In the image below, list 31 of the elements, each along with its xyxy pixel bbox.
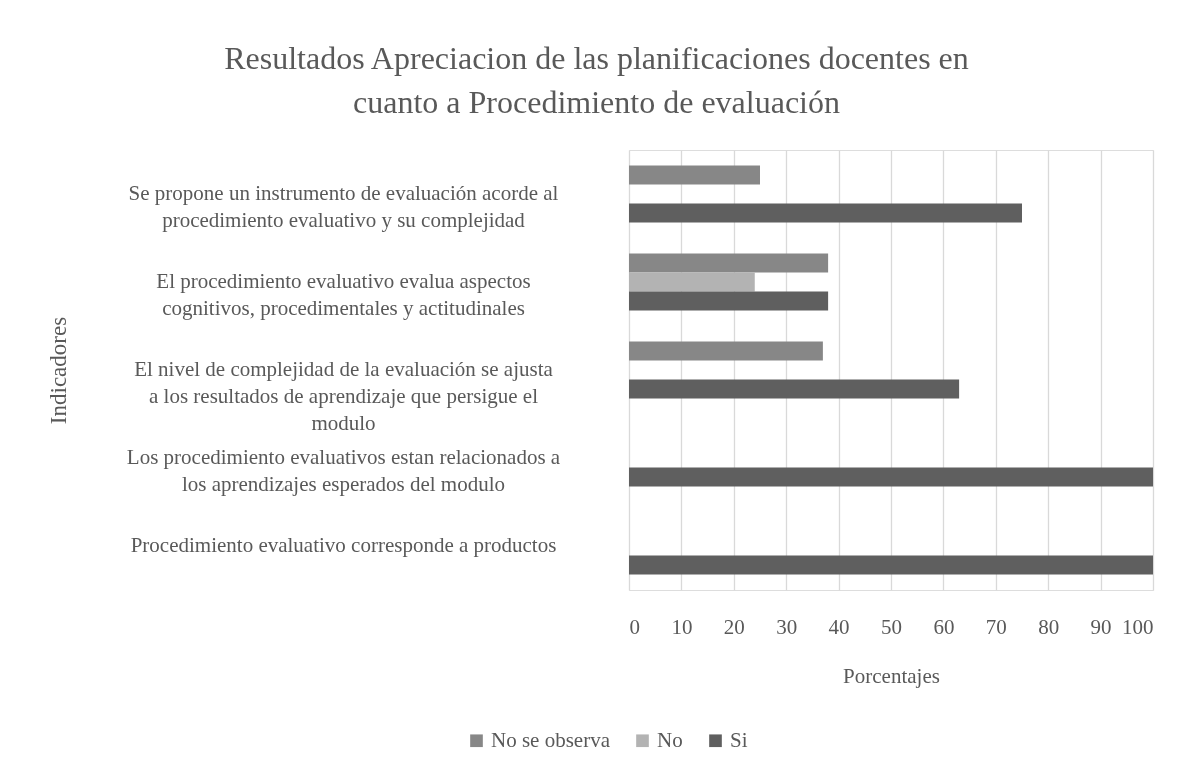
x-axis-title: Porcentajes — [843, 663, 940, 688]
bar — [629, 555, 1153, 575]
bar — [629, 467, 1153, 487]
legend-label: No se observa — [491, 727, 611, 752]
bar — [629, 379, 960, 399]
y-tick-label: El procedimiento evaluativo evalua aspectos cognitivos, procedimentales y actitudinales — [156, 269, 531, 320]
bar — [629, 165, 760, 185]
x-tick-label: 20 — [723, 614, 745, 639]
x-tick-label: 80 — [1038, 614, 1060, 639]
y-axis-title: Indicadores — [45, 316, 71, 425]
legend-label: No — [657, 727, 683, 752]
bar — [629, 291, 829, 311]
y-tick-label: Se propone un instrumento de evaluación acorde al procedimiento evaluativo y su complejidad — [128, 181, 559, 232]
bar — [629, 253, 829, 273]
x-tick-label: 10 — [671, 614, 693, 639]
x-tick-label: 60 — [933, 614, 955, 639]
bar — [629, 272, 755, 292]
x-tick-label: 90 — [1090, 614, 1112, 639]
legend-label: Si — [730, 727, 748, 752]
bar — [629, 341, 823, 361]
x-tick-label: 50 — [881, 614, 902, 639]
y-tick-label: Procedimiento evaluativo corresponde a productos — [130, 533, 557, 557]
x-tick-label: 30 — [776, 614, 798, 639]
chart-title: Resultados Apreciacion de las planificaciones docentes en cuanto a Procedimiento de evaluación — [224, 40, 969, 120]
x-tick-label: 40 — [828, 614, 850, 639]
bar — [629, 203, 1022, 223]
x-tick-label: 70 — [985, 614, 1007, 639]
x-tick-label: 100 — [1122, 614, 1154, 639]
y-tick-label: Los procedimiento evaluativos estan relacionados a los aprendizajes esperados del modulo — [126, 445, 561, 496]
y-tick-label: El nivel de complejidad de la evaluación se ajusta a los resultados de aprendizaje que persigue el modulo — [134, 357, 554, 435]
x-tick-label: 0 — [629, 614, 640, 639]
